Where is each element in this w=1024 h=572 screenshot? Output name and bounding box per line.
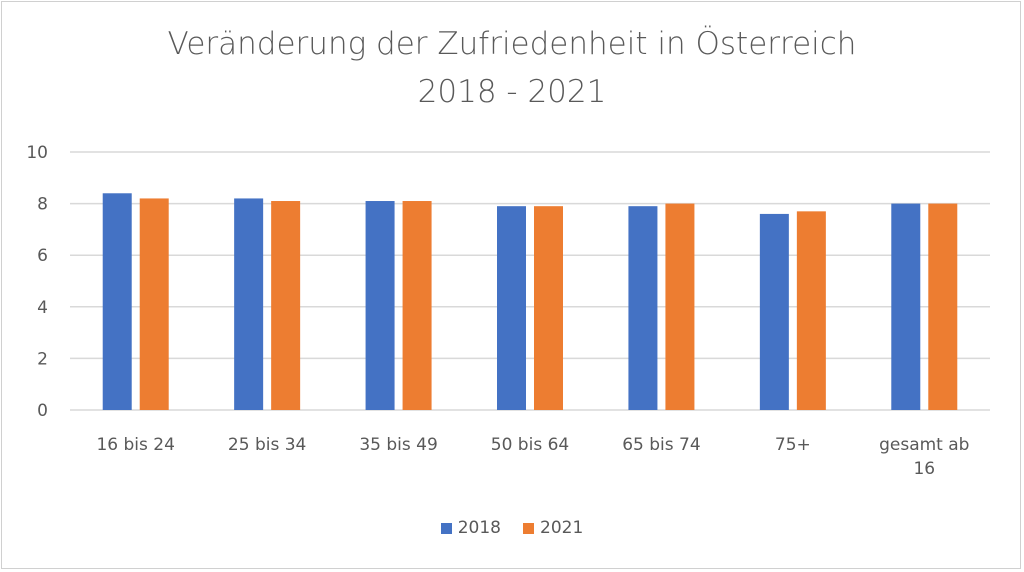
legend-swatch: [440, 522, 452, 534]
y-tick-label: 4: [37, 298, 48, 318]
legend: 2018 2021: [0, 518, 1024, 538]
bar-2018: [102, 193, 132, 410]
bar-2021: [271, 201, 301, 410]
x-tick-label: gesamt ab: [879, 435, 969, 455]
legend-swatch: [523, 522, 534, 534]
legend-item-2018: 2018: [440, 518, 501, 538]
bar-2018: [497, 206, 526, 410]
x-tick-label: 65 bis 74: [622, 435, 700, 455]
x-tick-label: 50 bis 64: [491, 435, 569, 455]
x-tick-label: 25 bis 34: [228, 435, 306, 455]
y-tick-label: 2: [37, 349, 48, 369]
bar-2018: [234, 198, 264, 410]
x-tick-label: 16: [913, 459, 935, 479]
x-tick-label: 35 bis 49: [359, 435, 437, 455]
bar-2021: [928, 203, 958, 410]
bar-2021: [665, 203, 695, 410]
bar-2018: [365, 201, 395, 410]
chart-title-line1: Veränderung der Zufriedenheit in Österre…: [167, 26, 857, 62]
bar-2018: [891, 203, 921, 410]
bar-2021: [796, 211, 826, 410]
x-tick-label: 75+: [775, 435, 811, 455]
legend-item-2021: 2021: [523, 518, 583, 538]
bar-2021: [534, 206, 563, 410]
bar-2018: [759, 213, 789, 410]
bar-2021: [139, 198, 169, 410]
y-tick-label: 10: [26, 143, 48, 163]
chart-title-line2: 2018 - 2021: [417, 74, 607, 110]
y-tick-label: 6: [37, 246, 48, 266]
y-tick-label: 8: [37, 195, 48, 215]
y-tick-label: 0: [37, 401, 48, 421]
x-tick-label: 16 bis 24: [96, 435, 174, 455]
legend-label: 2018: [457, 518, 501, 538]
legend-label: 2021: [540, 518, 584, 538]
bar-2018: [628, 206, 658, 410]
bar-2021: [402, 201, 432, 410]
